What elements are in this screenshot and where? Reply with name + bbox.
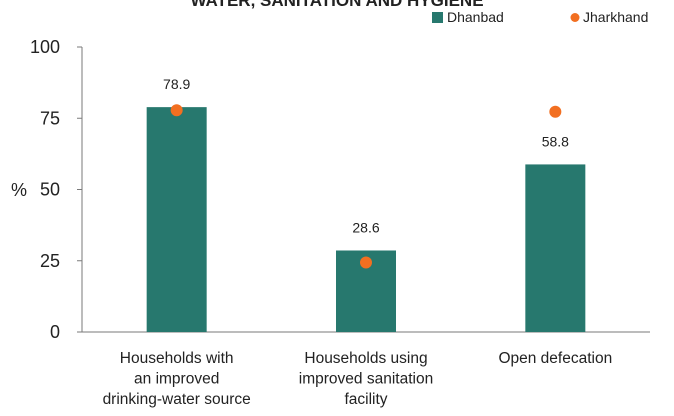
bar-value-label-0: 78.9 xyxy=(163,76,190,92)
y-tick-label-3: 75 xyxy=(40,108,60,128)
legend-label-dhanbad: Dhanbad xyxy=(447,9,504,25)
chart-title: WATER, SANITATION AND HYGIENE xyxy=(190,0,483,10)
bars: 78.9 28.6 58.8 xyxy=(146,76,586,332)
point-0 xyxy=(170,104,183,117)
points xyxy=(170,104,562,269)
bar-value-label-2: 58.8 xyxy=(542,133,569,149)
x-axis-labels: Households with an improved drinking-water… xyxy=(103,350,613,408)
y-tick-label-0: 0 xyxy=(50,322,60,342)
x-tick-label-1-line-2: facility xyxy=(344,391,387,408)
x-tick-label-0-line-0: Households with xyxy=(120,350,234,367)
legend-marker-jharkhand xyxy=(570,13,580,22)
x-tick-label-1-line-0: Households using xyxy=(304,350,427,367)
bar-value-label-1: 28.6 xyxy=(352,219,379,235)
legend-swatch-dhanbad xyxy=(432,12,443,23)
y-axis-title: % xyxy=(11,180,27,200)
y-tick-label-1: 25 xyxy=(40,251,60,271)
bar-0 xyxy=(146,107,207,332)
legend: Dhanbad Jharkhand xyxy=(432,9,648,25)
point-1 xyxy=(360,256,372,269)
x-tick-label-2: Open defecation xyxy=(498,350,612,367)
x-tick-label-0: Households with an improved drinking-water… xyxy=(103,350,251,408)
y-tick-label-4: 100 xyxy=(30,37,60,57)
x-tick-label-1: Households using improved sanitation facil… xyxy=(299,350,433,408)
x-tick-label-2-line-0: Open defecation xyxy=(498,350,612,367)
x-tick-label-1-line-1: improved sanitation xyxy=(299,371,433,388)
y-tick-label-2: 50 xyxy=(40,180,60,200)
point-2 xyxy=(549,105,562,118)
bar-2 xyxy=(525,164,586,332)
x-tick-label-0-line-2: drinking-water source xyxy=(103,391,251,408)
legend-label-jharkhand: Jharkhand xyxy=(583,9,648,25)
x-tick-label-0-line-1: an improved xyxy=(134,371,219,388)
